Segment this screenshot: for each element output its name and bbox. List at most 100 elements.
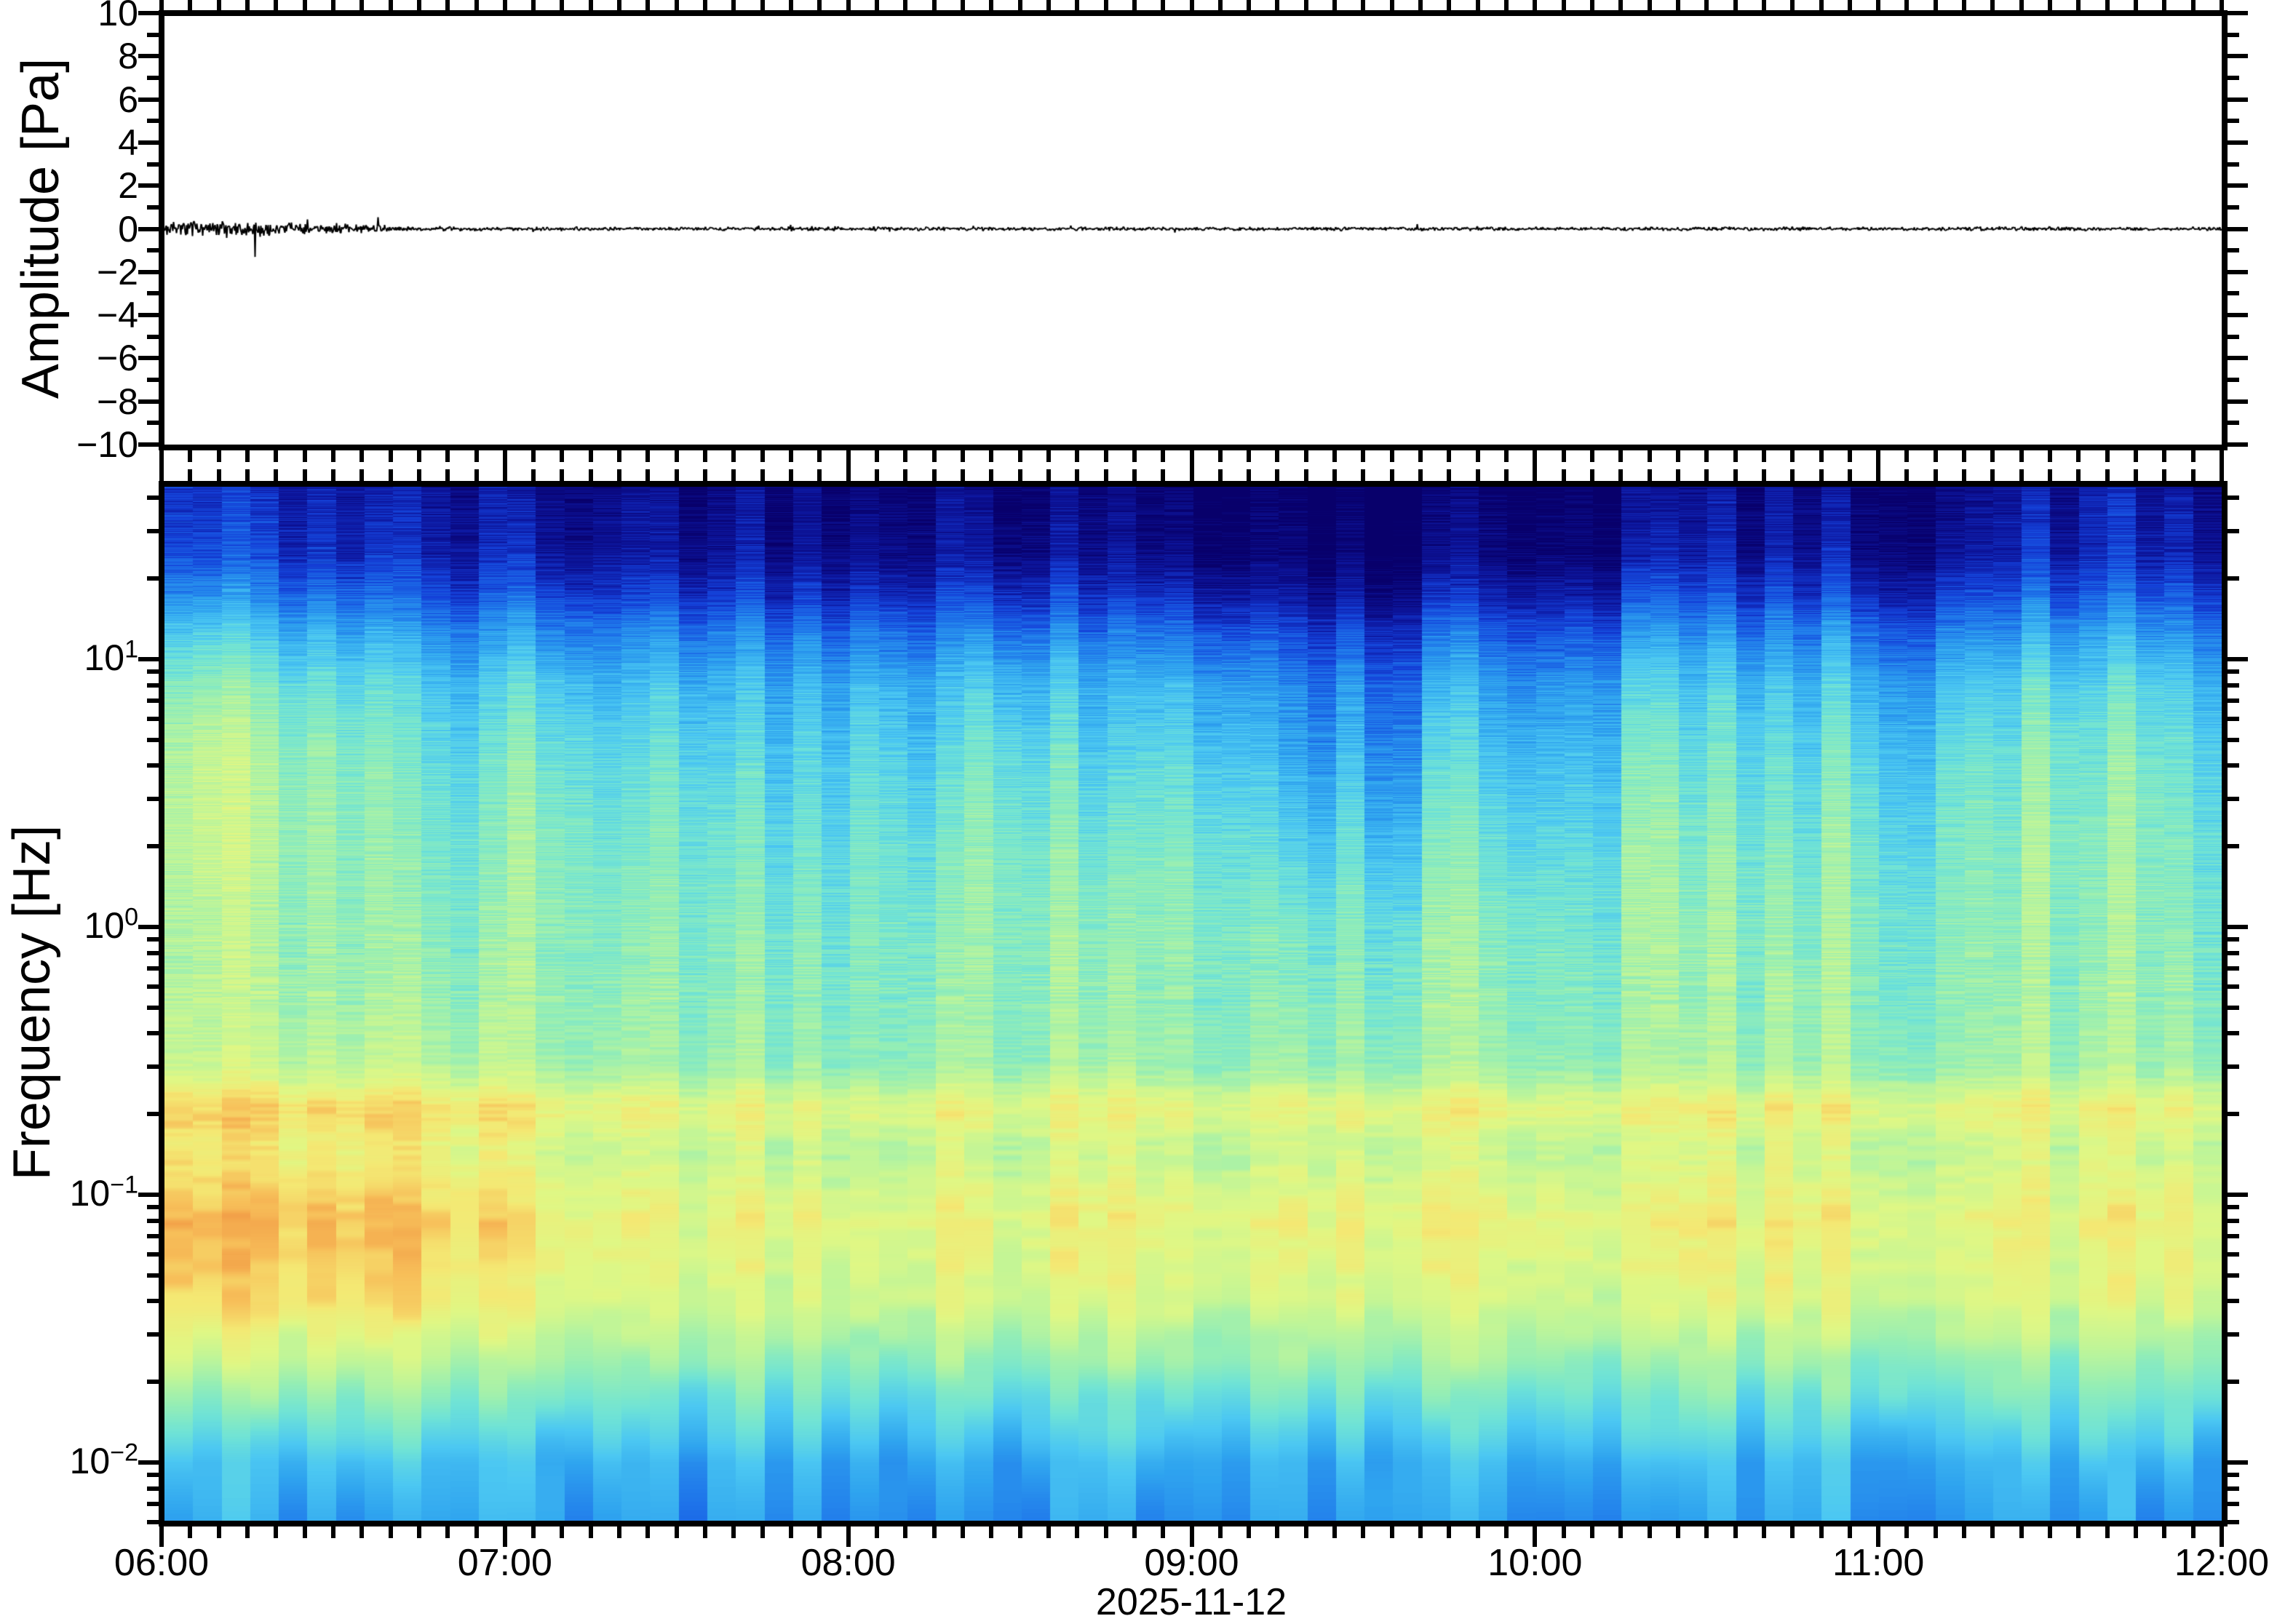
axis-tick xyxy=(1647,450,1652,462)
axis-tick xyxy=(445,469,450,481)
axis-tick xyxy=(2228,1332,2239,1337)
axis-tick xyxy=(1618,0,1624,10)
axis-tick xyxy=(1046,1527,1051,1538)
axis-tick xyxy=(147,421,159,426)
axis-tick xyxy=(2048,1527,2053,1538)
axis-tick xyxy=(1962,450,1967,462)
axis-tick xyxy=(1819,1527,1824,1538)
axis-tick xyxy=(147,950,159,955)
axis-tick xyxy=(1075,469,1080,481)
axis-tick xyxy=(1132,469,1137,481)
axis-tick xyxy=(2228,844,2239,849)
axis-tick xyxy=(159,0,164,10)
axis-tick xyxy=(2228,1234,2239,1238)
axis-tick xyxy=(1561,1527,1566,1538)
axis-tick xyxy=(274,450,279,462)
axis-tick xyxy=(1504,469,1509,481)
axis-tick xyxy=(2162,469,2167,481)
axis-tick xyxy=(1247,469,1252,481)
axis-tick xyxy=(1647,469,1652,481)
axis-tick xyxy=(1075,450,1080,462)
axis-tick xyxy=(1361,1527,1366,1538)
axis-tick xyxy=(1819,450,1824,462)
axis-tick xyxy=(2228,763,2239,768)
axis-tick xyxy=(147,378,159,383)
axis-tick xyxy=(1275,0,1280,10)
axis-tick xyxy=(147,1218,159,1223)
axis-tick xyxy=(2228,11,2248,15)
axis-tick xyxy=(147,1502,159,1506)
axis-tick xyxy=(147,204,159,210)
axis-tick xyxy=(2228,495,2239,501)
axis-tick xyxy=(147,1031,159,1036)
axis-tick xyxy=(2076,0,2081,10)
axis-tick xyxy=(2228,669,2239,674)
axis-tick xyxy=(1103,450,1108,462)
amplitude-tick-label: 8 xyxy=(118,36,138,77)
axis-tick xyxy=(2228,1031,2239,1036)
axis-tick xyxy=(1475,0,1480,10)
axis-tick xyxy=(1704,450,1709,462)
axis-tick xyxy=(302,0,307,10)
axis-tick xyxy=(502,1527,507,1547)
axis-tick xyxy=(159,461,164,481)
axis-tick xyxy=(960,450,965,462)
axis-tick xyxy=(147,1380,159,1385)
axis-tick xyxy=(2228,984,2239,989)
axis-tick xyxy=(2162,1527,2167,1538)
axis-tick xyxy=(359,450,365,462)
axis-tick xyxy=(2228,32,2239,37)
axis-tick xyxy=(1647,1527,1652,1538)
axis-tick xyxy=(1704,1527,1709,1538)
axis-tick xyxy=(789,469,794,481)
axis-tick xyxy=(1189,0,1194,10)
axis-tick xyxy=(2228,950,2239,955)
axis-tick xyxy=(1761,1527,1766,1538)
axis-tick xyxy=(931,450,937,462)
axis-tick xyxy=(138,1193,159,1197)
axis-tick xyxy=(474,0,479,10)
axis-tick xyxy=(2134,469,2139,481)
axis-tick xyxy=(1275,1527,1280,1538)
axis-tick xyxy=(874,450,879,462)
axis-tick xyxy=(1161,1527,1166,1538)
axis-tick xyxy=(445,0,450,10)
axis-tick xyxy=(1447,1527,1452,1538)
axis-tick xyxy=(1704,0,1709,10)
axis-tick xyxy=(1675,450,1680,462)
axis-tick xyxy=(1761,469,1766,481)
axis-tick xyxy=(138,442,159,447)
axis-tick xyxy=(960,0,965,10)
axis-tick xyxy=(1046,450,1051,462)
axis-tick xyxy=(138,226,159,231)
axis-tick xyxy=(2105,0,2110,10)
axis-tick xyxy=(903,450,908,462)
axis-tick xyxy=(931,0,937,10)
axis-tick xyxy=(147,291,159,296)
axis-tick xyxy=(2228,1251,2239,1257)
amplitude-tick-label: −8 xyxy=(96,381,138,422)
axis-tick xyxy=(216,1527,221,1538)
axis-tick xyxy=(2228,682,2239,688)
axis-tick xyxy=(2220,1527,2224,1547)
axis-tick xyxy=(147,1251,159,1257)
axis-tick xyxy=(1819,0,1824,10)
axis-tick xyxy=(1017,0,1022,10)
axis-tick xyxy=(760,0,765,10)
waveform-canvas xyxy=(164,16,2222,445)
axis-tick xyxy=(989,0,994,10)
axis-tick xyxy=(474,450,479,462)
axis-tick xyxy=(1933,450,1938,462)
axis-tick xyxy=(1303,469,1308,481)
axis-tick xyxy=(874,469,879,481)
axis-tick xyxy=(2228,313,2248,318)
axis-tick xyxy=(2228,1502,2239,1506)
axis-tick xyxy=(147,1299,159,1304)
frequency-axis-title: Frequency [Hz] xyxy=(3,824,61,1181)
axis-tick xyxy=(416,469,421,481)
axis-tick xyxy=(903,1527,908,1538)
axis-tick xyxy=(531,469,536,481)
axis-tick xyxy=(1675,0,1680,10)
axis-tick xyxy=(1962,0,1967,10)
axis-tick xyxy=(1847,469,1852,481)
